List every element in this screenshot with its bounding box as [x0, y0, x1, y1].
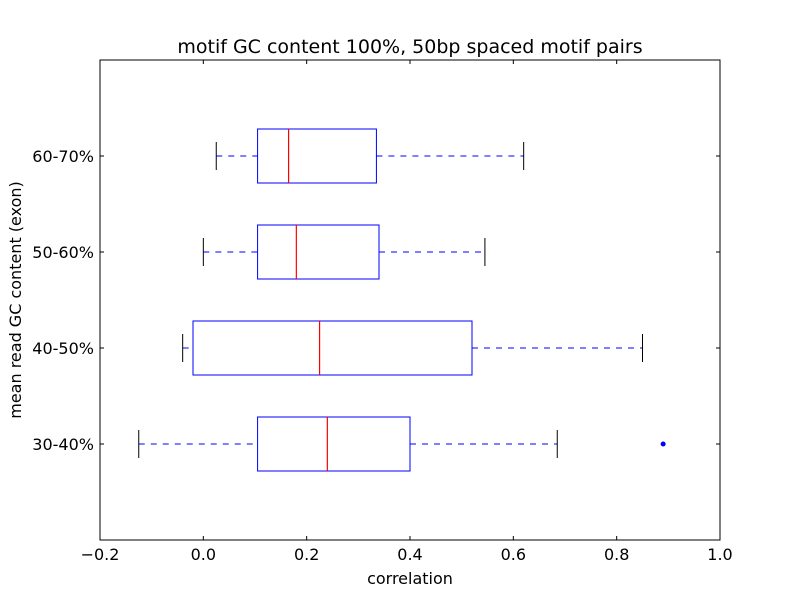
box [257, 416, 411, 472]
x-tick-label: 0.2 [294, 545, 319, 564]
box [192, 320, 473, 376]
boxes [138, 128, 666, 472]
y-axis-label: mean read GC content (exon) [6, 181, 25, 419]
y-tick-label: 50-60% [32, 243, 94, 262]
x-tick-label: 0.4 [397, 545, 422, 564]
y-tick-label: 40-50% [32, 339, 94, 358]
chart-title: motif GC content 100%, 50bp spaced motif… [177, 36, 642, 58]
box [257, 224, 380, 280]
x-tick-label: 1.0 [707, 545, 732, 564]
y-tick-label: 30-40% [32, 435, 94, 454]
outlier-point [660, 441, 666, 447]
box [257, 128, 377, 184]
box-group [182, 320, 643, 376]
box-group [215, 128, 525, 184]
x-axis-label: correlation [367, 569, 453, 588]
box-group [138, 416, 666, 472]
x-tick-label: −0.2 [81, 545, 120, 564]
x-tick-label: 0.8 [604, 545, 629, 564]
x-tick-label: 0.6 [501, 545, 526, 564]
box-group [202, 224, 486, 280]
y-tick-label: 60-70% [32, 147, 94, 166]
x-tick-label: 0.0 [191, 545, 216, 564]
ticks: −0.2 0.0 0.2 0.4 0.6 0.8 1.0 30-40% 40-50% 50-60%… [32, 60, 733, 564]
